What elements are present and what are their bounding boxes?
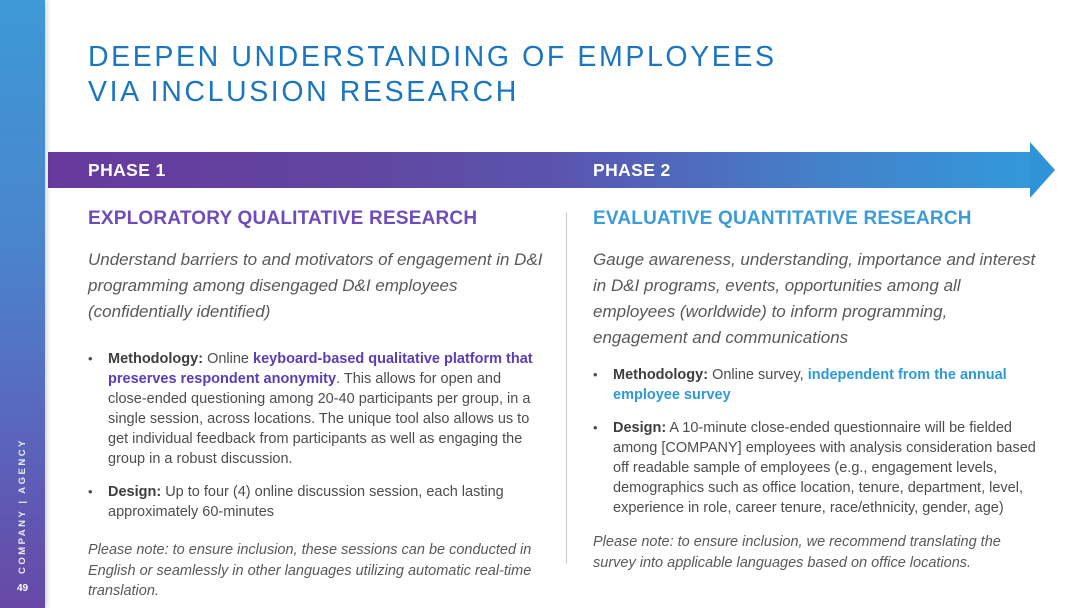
phase-1-label: PHASE 1 [88,160,166,180]
phase-1-bullet-design: • Design: Up to four (4) online discussi… [88,482,543,522]
bullet-icon: • [593,420,598,435]
column-divider [566,212,567,564]
slide-title-line1: DEEPEN UNDERSTANDING OF EMPLOYEES [88,41,777,73]
bullet-text: A 10-minute close-ended questionnaire wi… [613,420,1036,516]
bullet-icon: • [88,351,93,366]
phase-1-note: Please note: to ensure inclusion, these … [88,542,532,599]
bullet-text: . This allows for open and close-ended q… [108,371,531,467]
bullet-label: Methodology: [613,367,709,383]
bullet-icon: • [593,367,598,382]
phase-2-bullet-design: • Design: A 10-minute close-ended questi… [593,418,1040,518]
phase-2-note: Please note: to ensure inclusion, we rec… [593,534,1001,571]
phase-1-intro: Understand barriers to and motivators of… [88,250,543,321]
bullet-label: Methodology: [108,351,204,367]
bullet-highlight: independent from the annual employee sur… [613,367,1007,403]
bullet-icon: • [88,484,93,499]
phase-1-column: EXPLORATORY QUALITATIVE RESEARCH Underst… [88,208,543,602]
bullet-text: Online [203,351,254,367]
phase-2-heading: EVALUATIVE QUANTITATIVE RESEARCH [593,208,972,229]
bullet-label: Design: [108,484,162,500]
rail-brand-text: COMPANY | AGENCY [17,438,28,574]
phase-2-intro: Gauge awareness, understanding, importan… [593,250,1036,347]
bullet-label: Design: [613,420,667,436]
slide-title-line2: VIA INCLUSION RESEARCH [88,76,519,108]
slide-title: DEEPEN UNDERSTANDING OF EMPLOYEES VIA IN… [88,40,1018,110]
side-rail: COMPANY | AGENCY 49 [0,0,45,608]
bullet-text: Online survey, [708,367,808,383]
bullet-highlight: keyboard-based qualitative platform that… [108,351,533,387]
phase-2-column: EVALUATIVE QUANTITATIVE RESEARCH Gauge a… [593,208,1040,573]
page-number: 49 [16,583,29,594]
phase-2-label: PHASE 2 [593,160,671,180]
phase-1-bullet-methodology: • Methodology: Online keyboard-based qua… [88,349,543,469]
phase-1-heading: EXPLORATORY QUALITATIVE RESEARCH [88,208,478,229]
phase-arrow-banner: PHASE 1 PHASE 2 [48,142,1055,198]
bullet-text: Up to four (4) online discussion session… [108,484,504,520]
phase-2-bullet-methodology: • Methodology: Online survey, independen… [593,365,1040,405]
